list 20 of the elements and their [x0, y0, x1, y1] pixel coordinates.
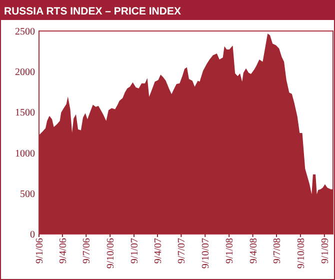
- x-tick-label: 9/4/07: [152, 238, 164, 264]
- x-tick-label: 9/10/07: [200, 238, 212, 269]
- y-tick-label: 0: [30, 230, 35, 240]
- x-tick-label: 9/7/08: [272, 238, 283, 264]
- x-tick-label: 9/1/07: [130, 238, 141, 264]
- x-tick-label: 9/1/08: [224, 238, 236, 264]
- x-tick-label: 9/4/06: [58, 238, 69, 264]
- x-tick-label: 9/1/06: [34, 238, 46, 264]
- x-tick-label: 9/4/08: [248, 238, 260, 264]
- y-tick-label: 2500: [15, 26, 35, 38]
- x-tick-label: 9/10/06: [106, 238, 117, 269]
- x-tick-label: 9/7/07: [176, 238, 188, 264]
- y-tick-label: 1500: [15, 108, 35, 119]
- x-tick-label: 9/1/09: [320, 238, 331, 264]
- y-tick-label: 500: [20, 188, 35, 200]
- y-tick-label: 1000: [15, 148, 35, 160]
- y-tick-label: 2000: [15, 67, 35, 78]
- x-tick-label: 9/7/06: [82, 238, 93, 264]
- x-tick-label: 9/10/08: [296, 238, 307, 269]
- chart-title: RUSSIA RTS INDEX – PRICE INDEX: [4, 6, 181, 18]
